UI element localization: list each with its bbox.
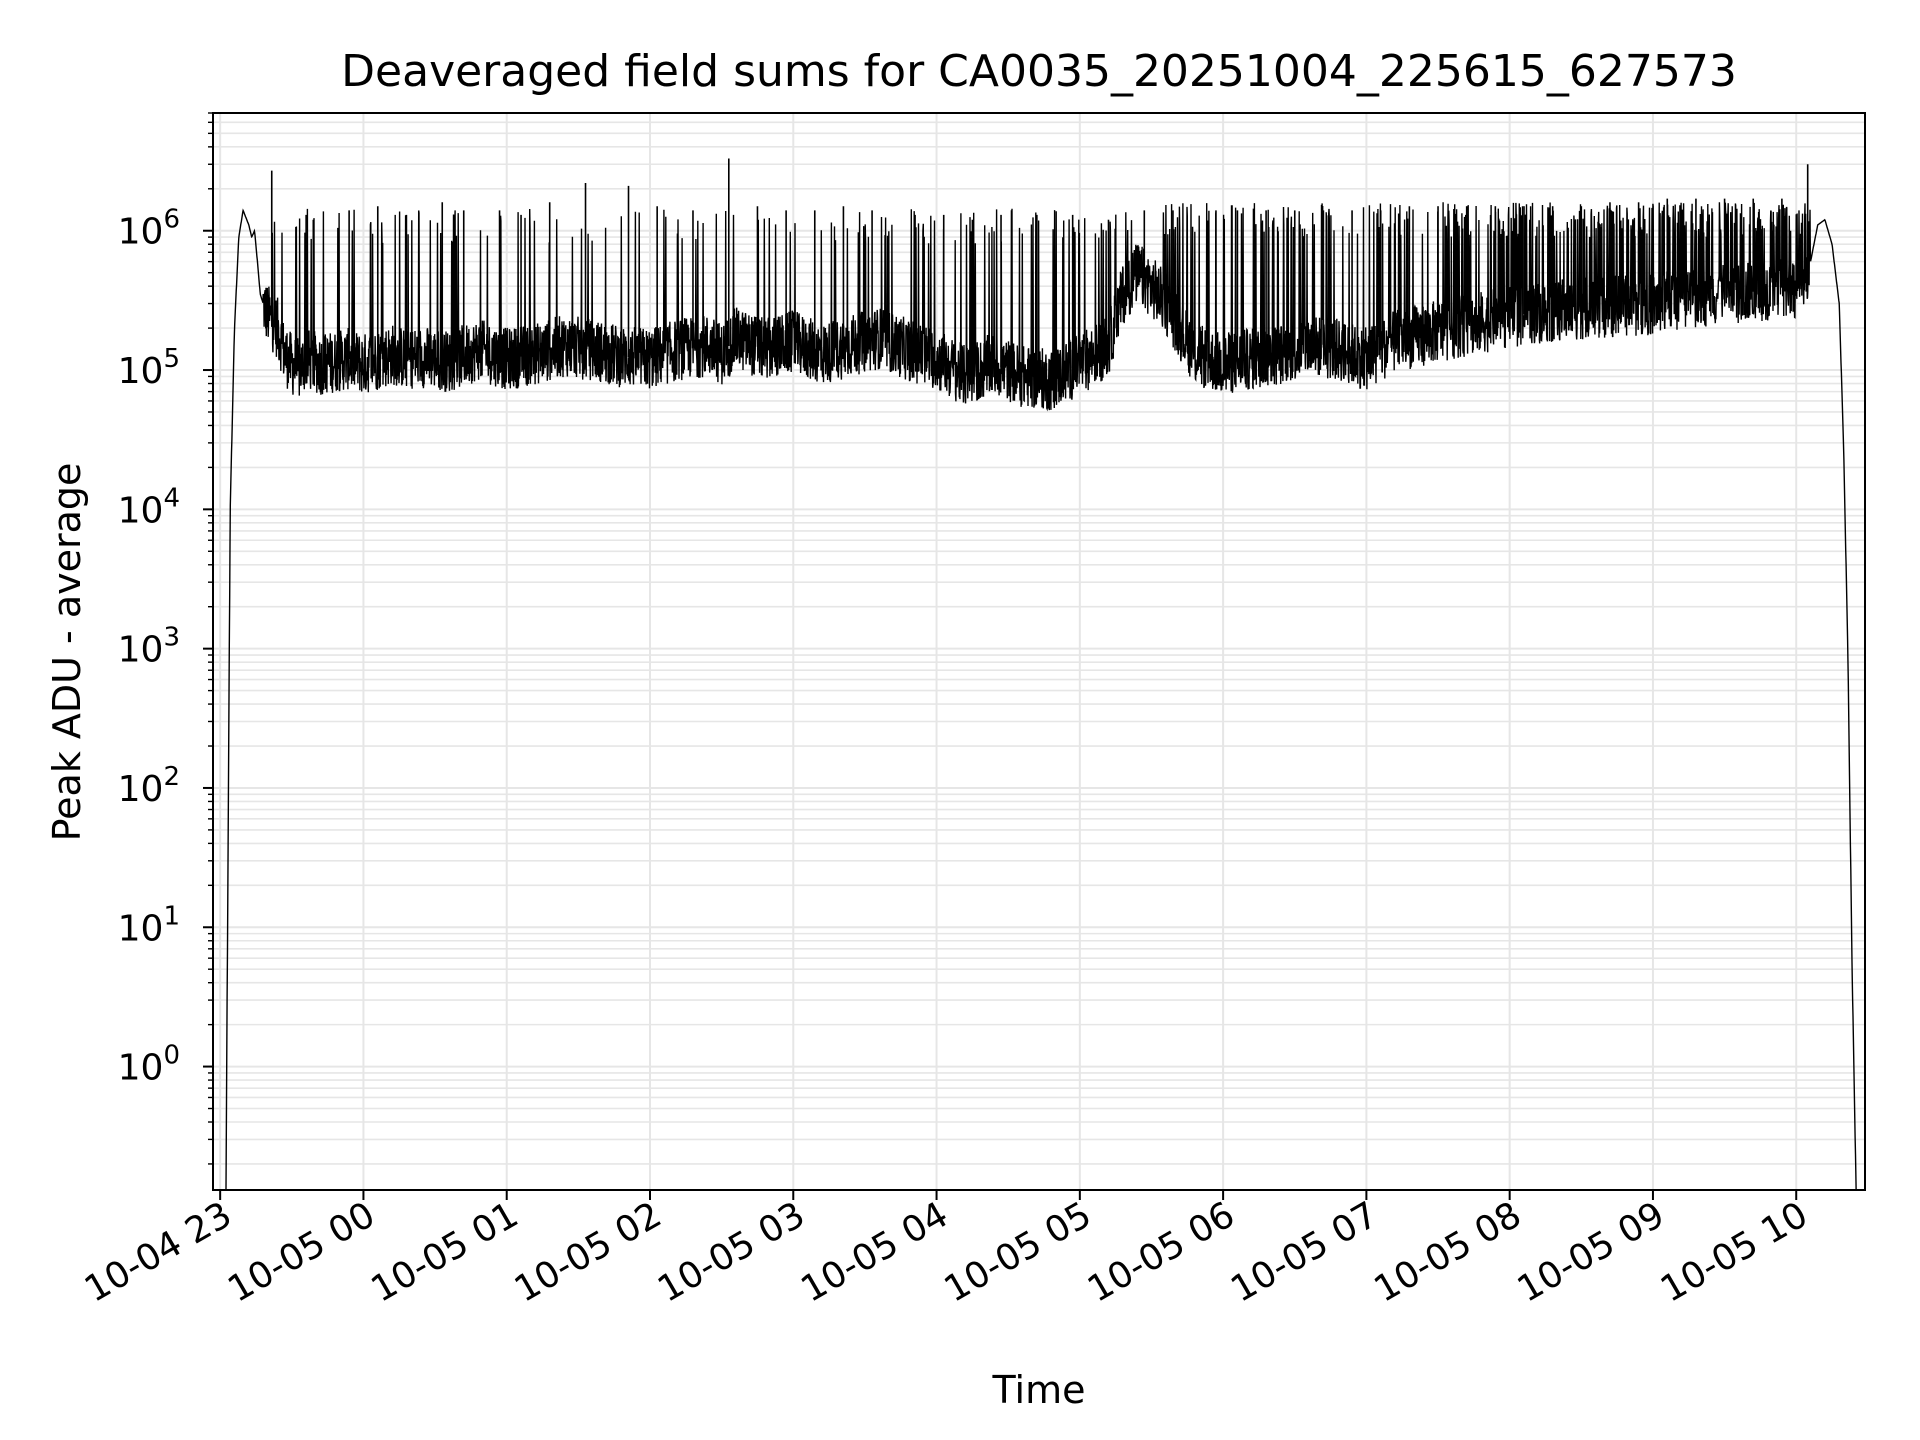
y-axis: 100 101 102 103 104 105 106 [118, 112, 213, 1165]
series-polyline [225, 202, 1857, 1190]
y-axis-label: Peak ADU - average [45, 463, 89, 842]
y-tick-label: 102 [118, 762, 180, 810]
x-axis-label: Time [992, 1368, 1086, 1412]
series-line [225, 158, 1857, 1190]
y-tick-label: 103 [118, 623, 180, 671]
y-tick-label: 106 [118, 205, 180, 253]
chart-title: Deaveraged field sums for CA0035_2025100… [341, 46, 1737, 97]
y-tick-label: 100 [118, 1041, 180, 1089]
y-tick-label: 105 [118, 344, 180, 392]
y-tick-label: 104 [118, 483, 180, 531]
y-tick-label: 101 [118, 901, 180, 949]
plot-frame [212, 112, 1866, 1191]
